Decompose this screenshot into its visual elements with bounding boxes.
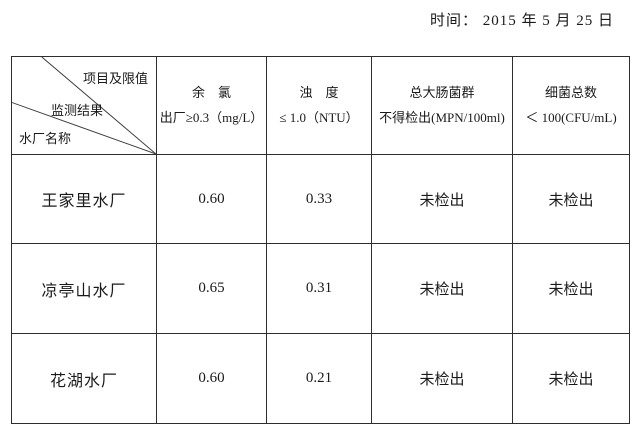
table-corner-cell: 项目及限值 监测结果 水厂名称 bbox=[12, 57, 157, 155]
column-title: 细菌总数 bbox=[544, 84, 597, 100]
column-title: 余 氯 bbox=[191, 84, 231, 100]
plant-name-cell: 王家里水厂 bbox=[12, 155, 157, 244]
value-cell-chlorine: 0.65 bbox=[157, 244, 267, 334]
value-cell-bacteria: 未检出 bbox=[513, 334, 629, 423]
column-header-residual-chlorine: 余 氯 出厂≥0.3（mg/L） bbox=[157, 57, 267, 155]
value-cell-coliforms: 未检出 bbox=[372, 334, 513, 423]
column-limit: 出厂≥0.3（mg/L） bbox=[159, 109, 264, 125]
value-cell-bacteria: 未检出 bbox=[513, 155, 629, 244]
column-title: 浊 度 bbox=[299, 84, 339, 100]
plant-name-cell: 花湖水厂 bbox=[12, 334, 157, 423]
column-limit: 不得检出(MPN/100ml) bbox=[379, 109, 505, 125]
plant-name-cell: 凉亭山水厂 bbox=[12, 244, 157, 334]
column-header-total-coliforms: 总大肠菌群 不得检出(MPN/100ml) bbox=[372, 57, 513, 155]
column-title: 总大肠菌群 bbox=[409, 84, 475, 100]
value-cell-turbidity: 0.33 bbox=[267, 155, 372, 244]
value-cell-turbidity: 0.31 bbox=[267, 244, 372, 334]
corner-label-plant-name: 水厂名称 bbox=[19, 131, 72, 146]
value-cell-bacteria: 未检出 bbox=[513, 244, 629, 334]
column-header-turbidity: 浊 度 ≤ 1.0（NTU） bbox=[267, 57, 372, 155]
column-header-total-bacteria: 细菌总数 ＜ 100(CFU/mL) bbox=[513, 57, 629, 155]
value-cell-turbidity: 0.21 bbox=[267, 334, 372, 423]
value-cell-chlorine: 0.60 bbox=[157, 334, 267, 423]
value-cell-coliforms: 未检出 bbox=[372, 244, 513, 334]
column-limit: ≤ 1.0（NTU） bbox=[279, 109, 359, 125]
water-quality-table: 项目及限值 监测结果 水厂名称 余 氯 出厂≥0.3（mg/L） 浊 度 ≤ 1… bbox=[11, 56, 630, 424]
value-cell-coliforms: 未检出 bbox=[372, 155, 513, 244]
column-limit: ＜ 100(CFU/mL) bbox=[525, 109, 617, 125]
diagonal-divider-lines bbox=[12, 57, 156, 154]
report-date: 时间： 2015 年 5 月 25 日 bbox=[429, 13, 614, 29]
corner-label-monitoring-results: 监测结果 bbox=[51, 103, 104, 118]
value-cell-chlorine: 0.60 bbox=[157, 155, 267, 244]
corner-label-items-and-limits: 项目及限值 bbox=[82, 71, 148, 86]
